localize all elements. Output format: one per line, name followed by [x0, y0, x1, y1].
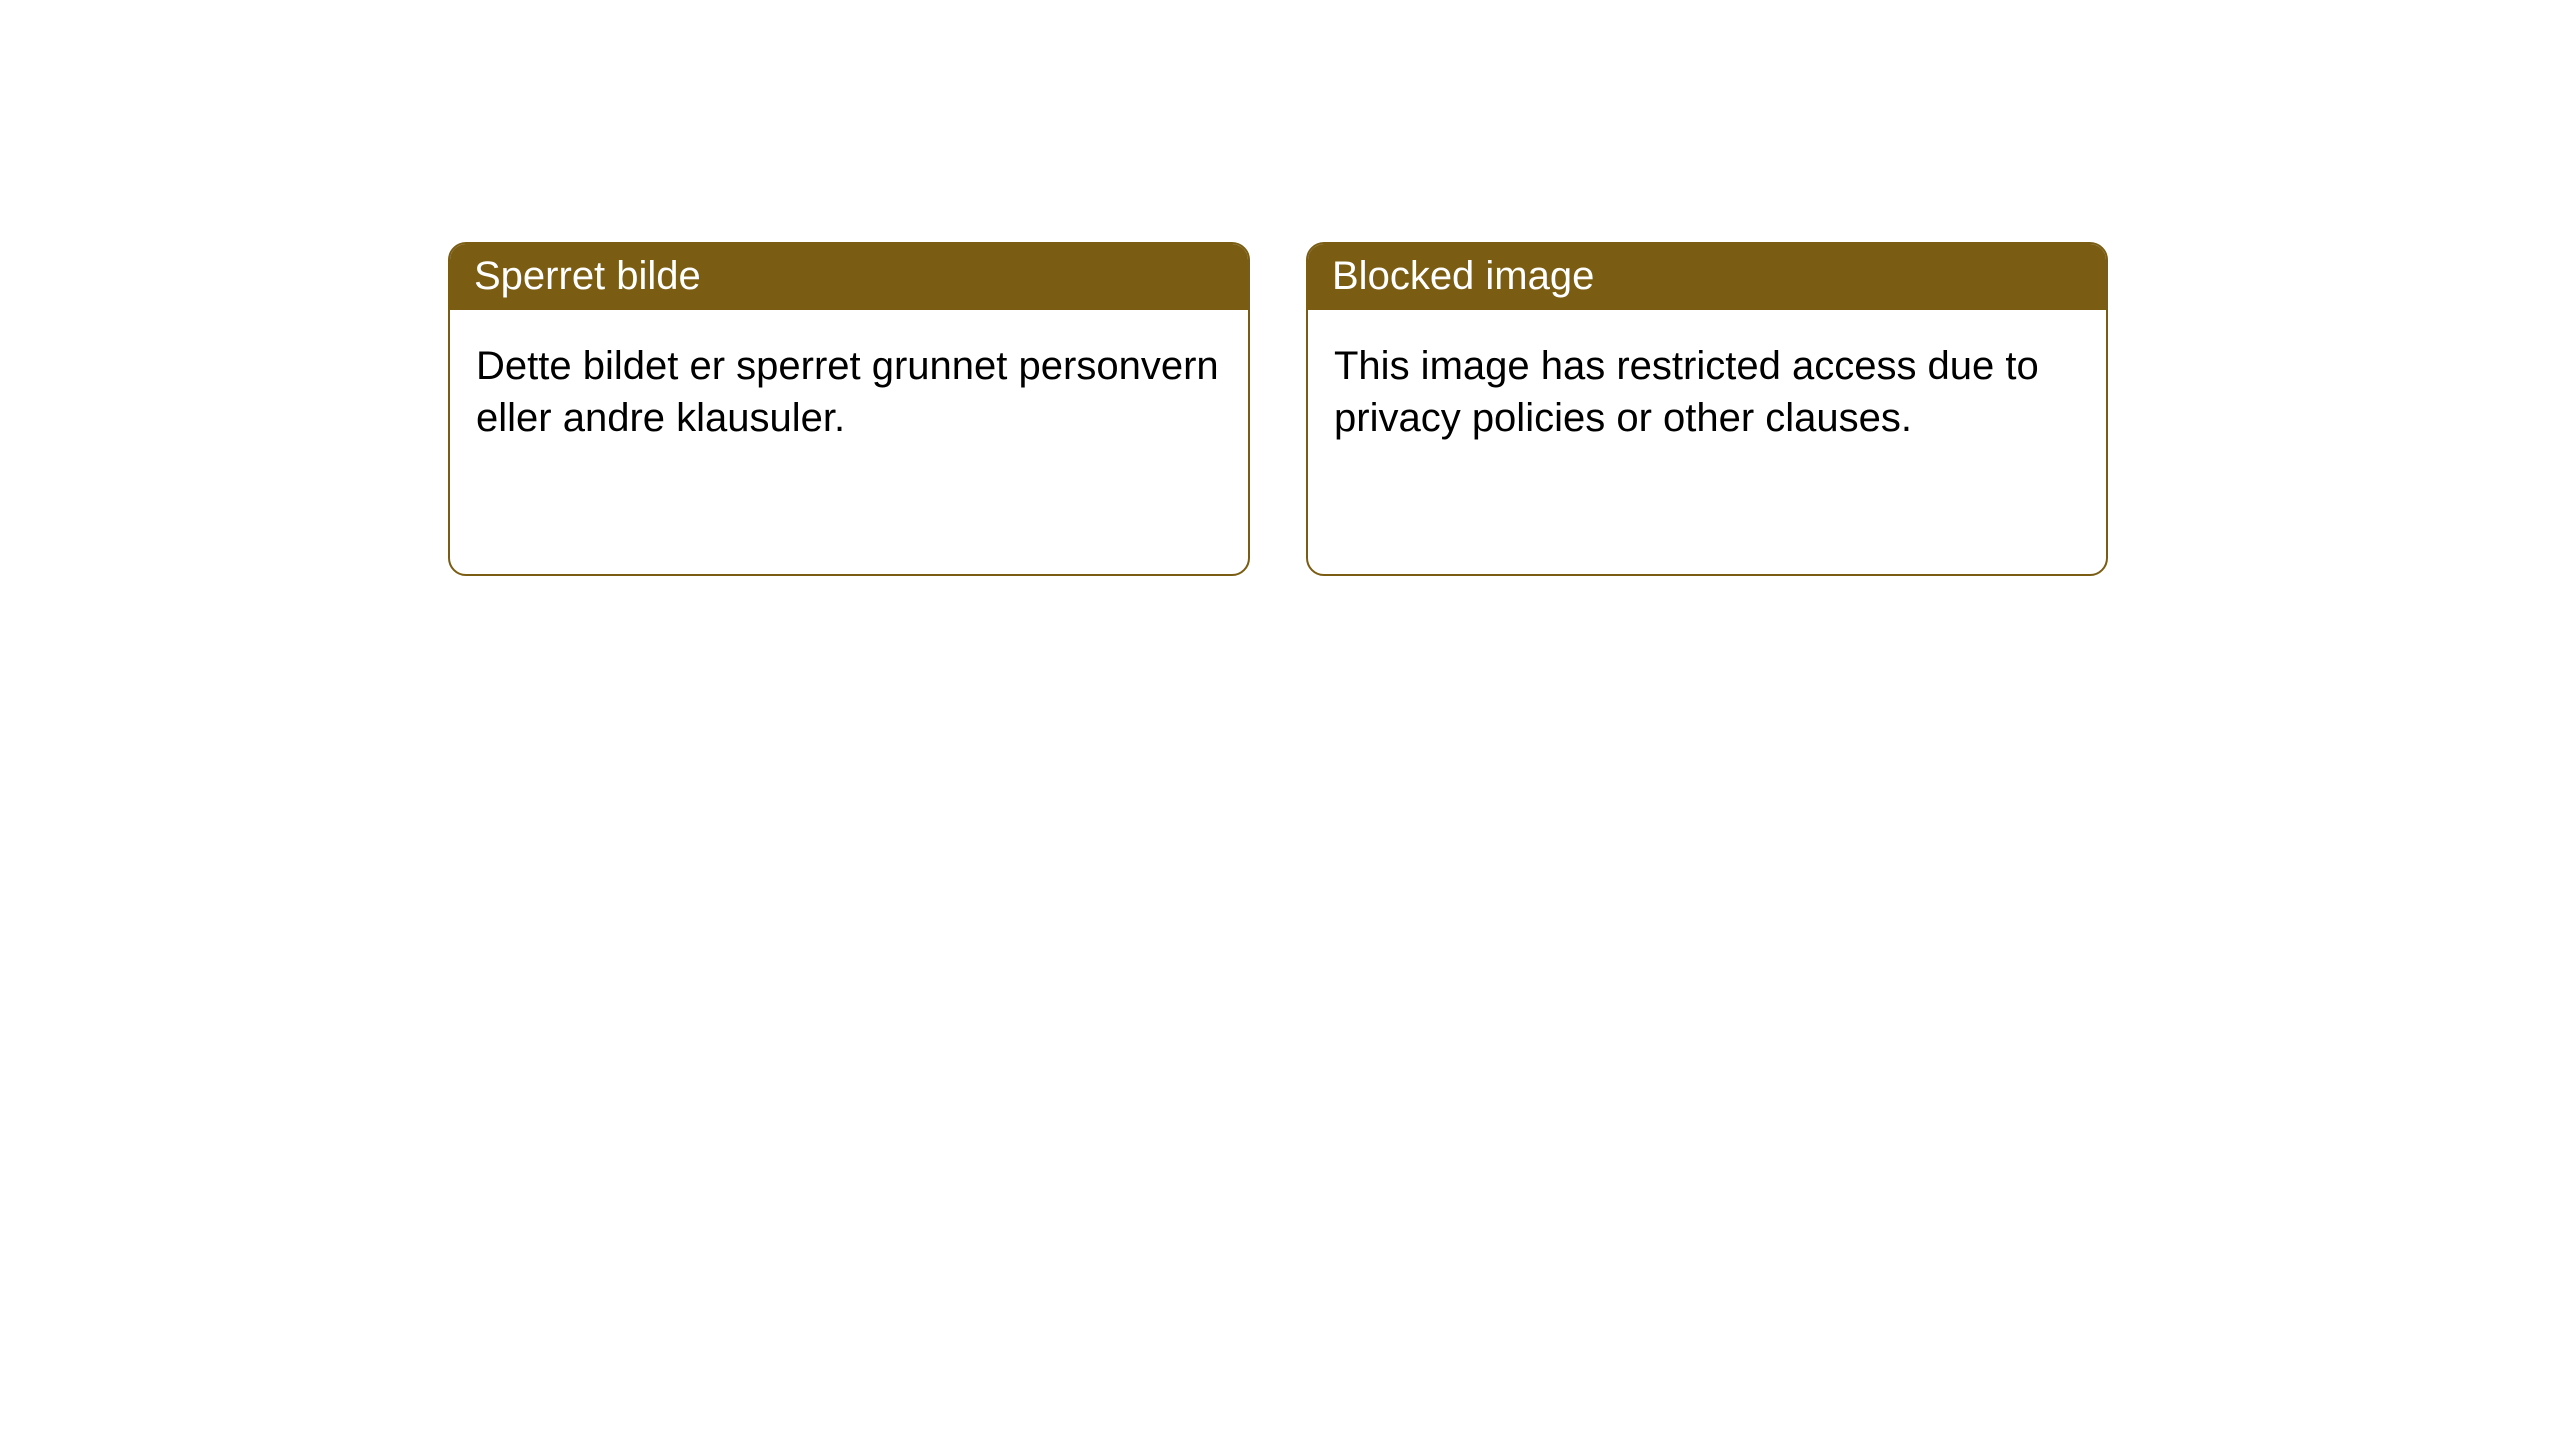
notice-container: Sperret bilde Dette bildet er sperret gr…	[0, 0, 2560, 576]
card-header: Sperret bilde	[450, 244, 1248, 310]
card-body-text: This image has restricted access due to …	[1334, 344, 2039, 440]
card-title: Blocked image	[1332, 254, 1594, 298]
card-header: Blocked image	[1308, 244, 2106, 310]
notice-card-english: Blocked image This image has restricted …	[1306, 242, 2108, 576]
notice-card-norwegian: Sperret bilde Dette bildet er sperret gr…	[448, 242, 1250, 576]
card-body-text: Dette bildet er sperret grunnet personve…	[476, 344, 1219, 440]
card-body: Dette bildet er sperret grunnet personve…	[450, 310, 1248, 474]
card-body: This image has restricted access due to …	[1308, 310, 2106, 474]
card-title: Sperret bilde	[474, 254, 701, 298]
